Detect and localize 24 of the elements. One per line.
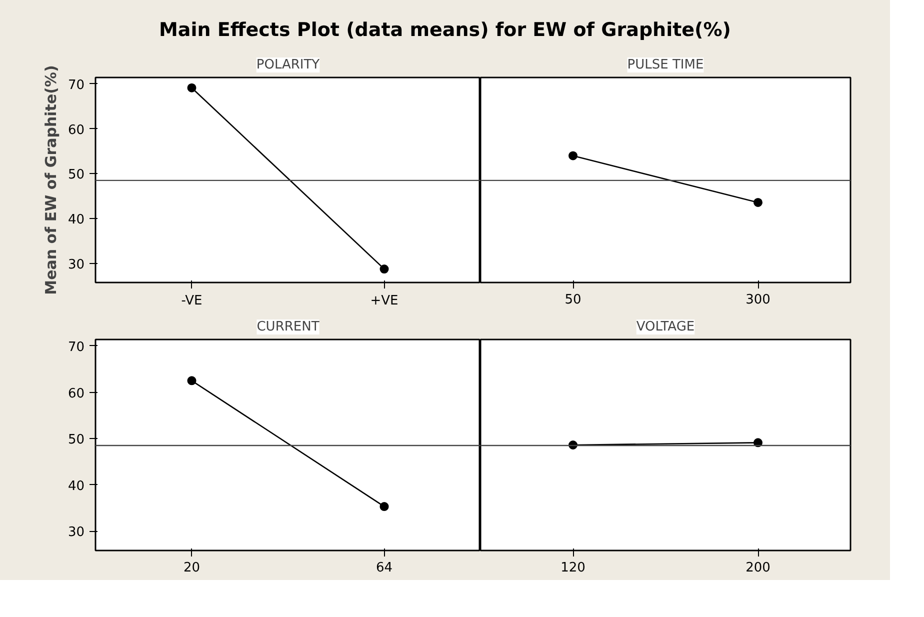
y-tick-label: 70 <box>68 340 85 355</box>
y-tick-label: 50 <box>68 432 85 448</box>
y-tick-label: 60 <box>68 122 85 138</box>
y-tick-label: 40 <box>68 212 85 228</box>
y-axis-title: Mean of EW of Graphite(%) <box>42 65 60 295</box>
y-tick-label: 50 <box>68 168 85 183</box>
x-axis-title: CURRENT <box>256 320 320 334</box>
x-tick-label: 200 <box>746 560 770 576</box>
y-tick-label: 30 <box>68 525 85 540</box>
x-axis-title: POLARITY <box>256 58 320 72</box>
y-tick-label: 70 <box>68 78 85 93</box>
x-tick-label: +VE <box>370 294 398 308</box>
x-axis-title: VOLTAGE <box>636 320 695 334</box>
x-tick-label: 20 <box>183 560 200 576</box>
x-tick-label: 64 <box>376 560 393 576</box>
y-tick-label: 30 <box>68 258 85 273</box>
y-tick-label: 40 <box>68 478 85 494</box>
x-tick-label: -VE <box>181 294 202 308</box>
x-tick-label: 50 <box>564 292 582 308</box>
x-axis-title: PULSE TIME <box>627 58 704 72</box>
chart-title: Main Effects Plot (data means) for EW of Graphite(%) <box>159 18 731 43</box>
x-tick-label: 120 <box>560 560 586 576</box>
x-tick-label: 300 <box>746 292 770 308</box>
y-tick-label: 60 <box>68 386 85 402</box>
